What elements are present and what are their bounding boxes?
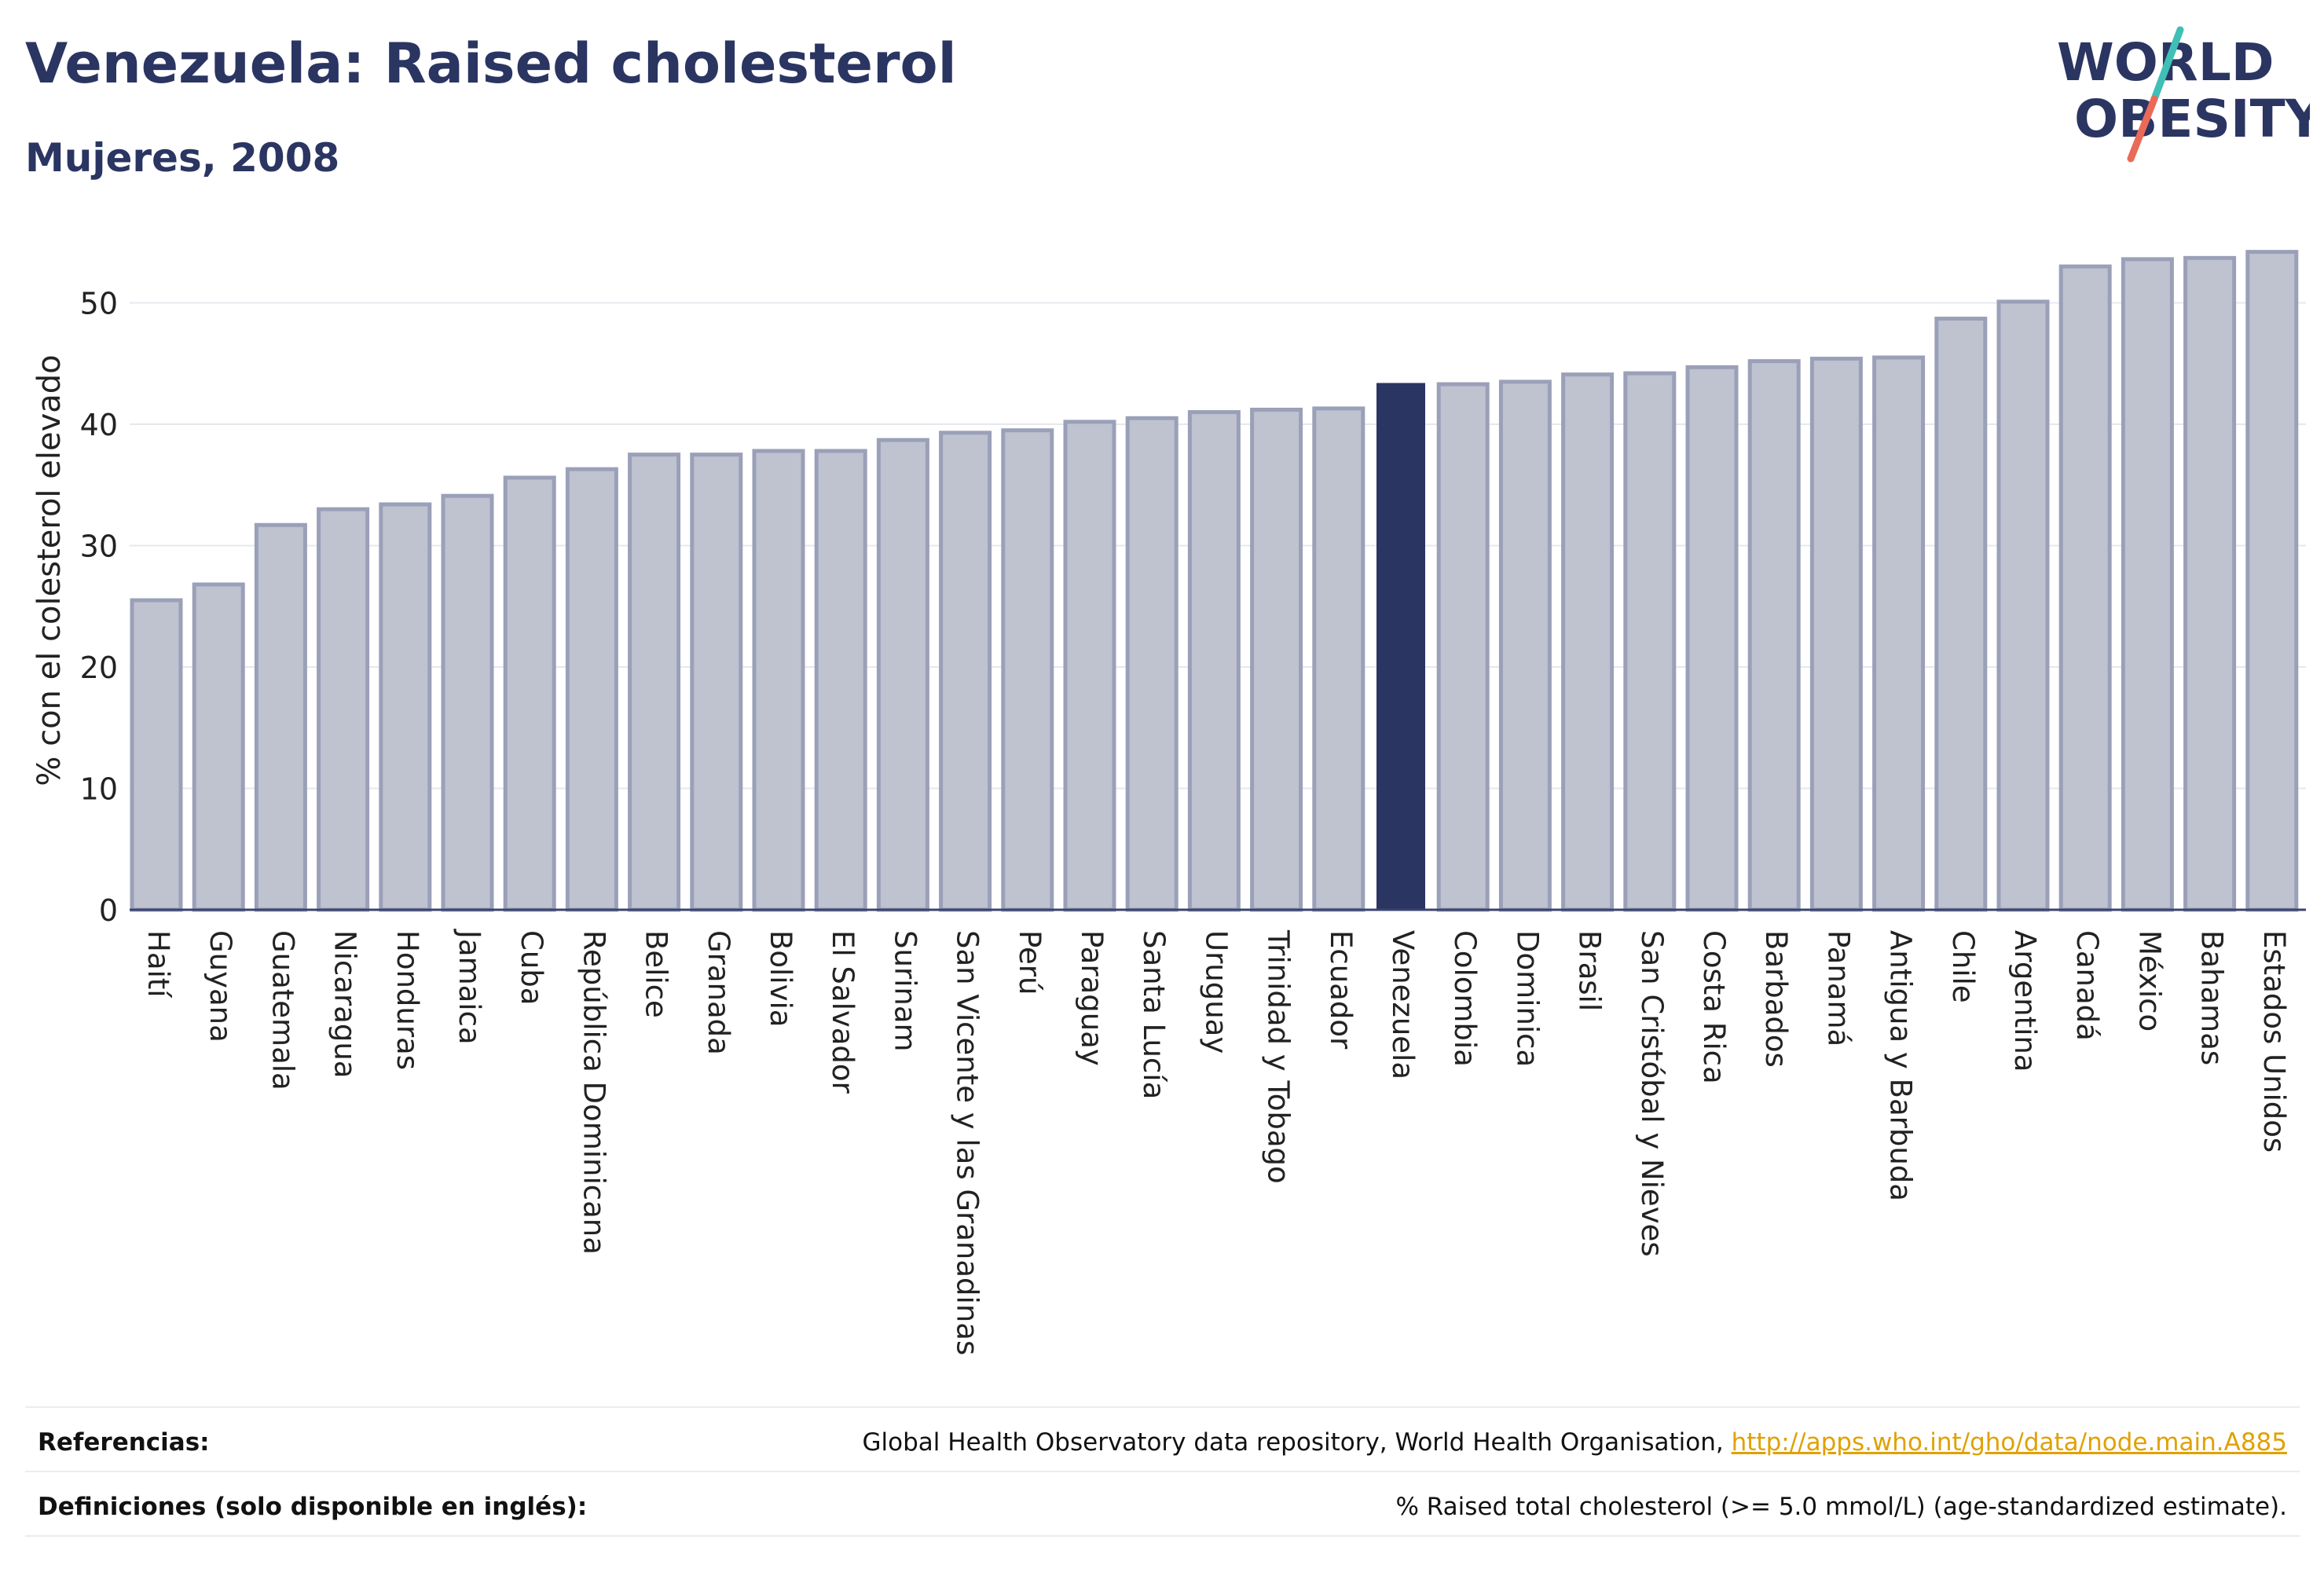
bar-26 xyxy=(1685,365,1739,912)
x-tick-label: Argentina xyxy=(2008,930,2042,1072)
bar-4 xyxy=(317,507,370,912)
bar-1 xyxy=(130,598,183,912)
bar-29 xyxy=(1872,355,1926,912)
bar-33 xyxy=(2121,257,2174,912)
x-tick-label: Haití xyxy=(141,930,175,999)
chart-subtitle: Mujeres, 2008 xyxy=(25,135,340,181)
footer-divider-middle xyxy=(25,1471,2300,1472)
definitions-label: Definiciones (solo disponible en inglés)… xyxy=(38,1493,588,1521)
x-tick-label: Barbados xyxy=(1759,930,1793,1068)
bar-18 xyxy=(1187,410,1241,912)
bar-13 xyxy=(876,438,929,912)
world-obesity-logo: WORLD OBESITY xyxy=(2057,26,2310,163)
bar-35 xyxy=(2245,250,2299,912)
bar-27 xyxy=(1747,359,1801,912)
bar-19 xyxy=(1250,407,1303,912)
bar-2 xyxy=(192,582,245,912)
logo-slash-coral xyxy=(2127,95,2158,163)
logo-slash-teal xyxy=(2150,26,2184,103)
x-tick-label: Estados Unidos xyxy=(2257,930,2291,1153)
bar-3 xyxy=(254,522,307,912)
x-tick-label: Chile xyxy=(1946,930,1980,1003)
x-tick-label: Ecuador xyxy=(1324,930,1358,1050)
x-tick-label: Canadá xyxy=(2070,930,2104,1041)
bar-17 xyxy=(1125,416,1178,912)
x-tick-label: El Salvador xyxy=(826,930,860,1094)
references-value: Global Health Observatory data repositor… xyxy=(863,1428,2287,1457)
x-tick-label: Guatemala xyxy=(266,930,299,1090)
bar-15 xyxy=(1001,428,1054,912)
x-tick-label: Antigua y Barbuda xyxy=(1884,930,1918,1201)
y-axis-label: % con el colesterol elevado xyxy=(31,354,68,786)
bar-24 xyxy=(1561,372,1615,912)
bar-9 xyxy=(628,453,681,912)
references-row: Referencias: Global Health Observatory d… xyxy=(25,1409,2300,1471)
x-tick-label: Jamaica xyxy=(453,929,486,1045)
x-tick-label: Bahamas xyxy=(2195,930,2229,1065)
bar-28 xyxy=(1809,357,1863,912)
x-tick-label: Perú xyxy=(1013,930,1047,995)
references-text: Global Health Observatory data repositor… xyxy=(862,1428,1732,1457)
x-tick-label: San Vicente y las Granadinas xyxy=(951,930,984,1355)
y-tick-label: 30 xyxy=(80,530,118,564)
bar-30 xyxy=(1934,317,1988,912)
x-tick-label: Venezuela xyxy=(1386,930,1420,1079)
y-tick-label: 40 xyxy=(80,408,118,442)
y-tick-label: 0 xyxy=(99,893,118,928)
references-label: Referencias: xyxy=(38,1428,210,1457)
x-tick-label: Dominica xyxy=(1510,930,1544,1067)
bar-layer xyxy=(130,250,2299,912)
references-link[interactable]: http://apps.who.int/gho/data/node.main.A… xyxy=(1731,1428,2287,1457)
x-tick-label: Surinam xyxy=(888,930,922,1052)
bar-23 xyxy=(1498,379,1552,912)
footer-divider-bottom xyxy=(25,1535,2300,1537)
definitions-value: % Raised total cholesterol (>= 5.0 mmol/… xyxy=(1395,1493,2287,1521)
bar-7 xyxy=(503,475,556,912)
bar-6 xyxy=(441,493,494,912)
x-tick-label: Uruguay xyxy=(1199,930,1233,1054)
bar-16 xyxy=(1063,420,1116,912)
bar-31 xyxy=(1996,299,2050,912)
logo-text-obesity: OBESITY xyxy=(2074,89,2310,149)
bar-34 xyxy=(2183,255,2237,912)
x-tick-label: Paraguay xyxy=(1075,930,1109,1066)
x-tick-label: Nicaragua xyxy=(328,930,362,1078)
bar-22 xyxy=(1436,382,1490,912)
axis-layer: 0 10 20 30 40 50 Haití Guyana Guatemala Nicaragua… xyxy=(80,287,2306,1355)
x-tick-label: Honduras xyxy=(390,930,424,1070)
x-tick-label: Trinidad y Tobago xyxy=(1262,929,1296,1184)
bar-32 xyxy=(2058,264,2112,912)
bar-11 xyxy=(752,449,805,912)
x-tick-label: Bolivia xyxy=(764,930,797,1027)
x-tick-label: República Dominicana xyxy=(577,930,610,1255)
bar-10 xyxy=(690,453,743,912)
x-tick-label: San Cristóbal y Nieves xyxy=(1635,930,1669,1257)
bar-chart: 0 10 20 30 40 50 Haití Guyana Guatemala Nicaragua… xyxy=(31,250,2306,1355)
x-tick-label: Colombia xyxy=(1448,930,1482,1067)
bar-20 xyxy=(1312,406,1365,912)
x-tick-label: Brasil xyxy=(1573,930,1607,1011)
x-tick-label: Santa Lucía xyxy=(1137,930,1171,1099)
x-tick-label: Costa Rica xyxy=(1697,930,1731,1084)
bar-21 xyxy=(1376,383,1425,911)
x-tick-label: Guyana xyxy=(203,930,237,1043)
bar-14 xyxy=(939,431,992,912)
definitions-row: Definiciones (solo disponible en inglés)… xyxy=(25,1474,2300,1535)
x-tick-label: México xyxy=(2132,930,2166,1032)
bar-25 xyxy=(1623,371,1677,912)
x-tick-label: Panamá xyxy=(1821,930,1855,1046)
footer-divider-top xyxy=(25,1406,2300,1408)
y-tick-label: 20 xyxy=(80,651,118,685)
x-tick-label: Cuba xyxy=(515,930,548,1005)
y-tick-label: 50 xyxy=(80,287,118,321)
chart-title: Venezuela: Raised cholesterol xyxy=(25,31,957,96)
bar-5 xyxy=(379,502,432,912)
bar-12 xyxy=(814,449,867,912)
y-tick-label: 10 xyxy=(80,772,118,807)
x-tick-label: Belice xyxy=(640,930,673,1018)
bar-8 xyxy=(565,467,618,912)
x-tick-label: Granada xyxy=(702,930,735,1055)
